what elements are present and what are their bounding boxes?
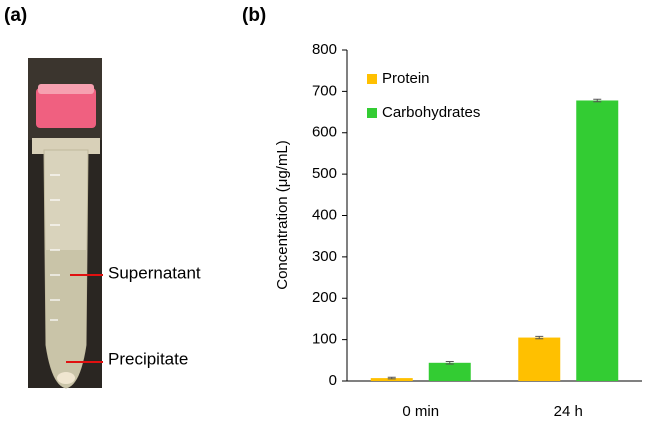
error-bar (387, 376, 396, 380)
panel-label: (a) (4, 5, 27, 26)
bar (370, 378, 413, 381)
legend-swatch (367, 108, 377, 118)
y-tick-label: 200 (312, 289, 337, 306)
error-bar (593, 98, 602, 103)
y-tick-label: 800 (312, 41, 337, 58)
y-tick-label: 600 (312, 124, 337, 141)
bar (428, 362, 471, 381)
y-tick-label: 400 (312, 206, 337, 223)
y-axis-label: Concentration (μg/mL) (274, 140, 291, 290)
error-bar (535, 335, 544, 340)
legend-swatch (367, 74, 377, 84)
bar (518, 337, 561, 381)
tube-photo (28, 58, 103, 389)
error-bar (445, 361, 454, 365)
x-tick-label: 0 min (402, 403, 439, 420)
y-tick-label: 700 (312, 82, 337, 99)
y-tick-label: 500 (312, 165, 337, 182)
y-tick-label: 300 (312, 248, 337, 265)
y-tick-label: 100 (312, 331, 337, 348)
annotation: Precipitate (108, 349, 188, 368)
annotation: Supernatant (108, 263, 201, 282)
panel-label: (b) (242, 5, 266, 26)
legend-label: Protein (382, 70, 430, 87)
legend-label: Carbohydrates (382, 104, 480, 121)
x-tick-label: 24 h (554, 403, 583, 420)
bar (576, 100, 619, 381)
y-tick-label: 0 (329, 372, 337, 389)
